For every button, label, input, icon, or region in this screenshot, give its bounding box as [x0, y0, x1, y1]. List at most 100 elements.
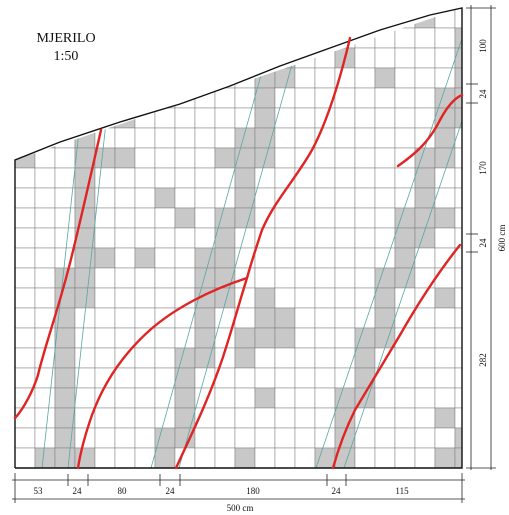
dim-bottom-6: 24	[332, 486, 342, 496]
floor-tile	[134, 8, 156, 29]
floor-tile	[234, 167, 256, 189]
floor-tile	[194, 447, 216, 468]
floor-tile	[114, 387, 136, 409]
floor-tile	[254, 327, 276, 349]
floor-tile	[254, 127, 276, 149]
floor-tile	[314, 187, 336, 209]
floor-tile	[394, 47, 416, 69]
floor-tile	[414, 127, 436, 149]
floor-tile	[394, 127, 416, 149]
floor-tile	[334, 307, 356, 329]
floor-tile	[15, 8, 36, 29]
floor-tile	[314, 67, 336, 89]
floor-tile	[214, 407, 236, 429]
floor-tile	[234, 447, 256, 468]
floor-tile	[74, 467, 96, 468]
floor-tile	[134, 347, 156, 369]
floor-tile	[34, 87, 56, 109]
floor-tile	[374, 107, 396, 129]
floor-tile	[15, 407, 36, 429]
floor-tile	[434, 307, 456, 329]
floor-tile	[194, 427, 216, 449]
floor-tile	[74, 87, 96, 109]
floor-tile	[414, 387, 436, 409]
floor-tile	[294, 267, 316, 289]
crack-line-4	[396, 93, 464, 168]
floor-tile	[154, 8, 176, 29]
floor-tile	[294, 107, 316, 129]
floor-tile	[374, 387, 396, 409]
floor-tile	[234, 187, 256, 209]
floor-tile	[354, 427, 376, 449]
floor-tile	[334, 107, 356, 129]
floor-tile	[294, 327, 316, 349]
floor-tile	[254, 107, 276, 129]
floor-tile	[134, 327, 156, 349]
floor-tile	[454, 27, 462, 49]
floor-tile	[274, 27, 296, 49]
floor-tile	[154, 347, 176, 369]
floor-tile	[454, 327, 462, 349]
strip-edge-line	[178, 8, 309, 468]
dim-right-total: 600 cm	[497, 225, 507, 252]
floor-tile	[454, 267, 462, 289]
floor-tile	[154, 367, 176, 389]
floor-tile	[434, 227, 456, 249]
floor-tile	[374, 287, 396, 309]
floor-tile	[154, 247, 176, 269]
floor-tile	[214, 427, 236, 449]
floor-tile	[354, 147, 376, 169]
floor-tile	[15, 227, 36, 249]
floor-tile	[434, 287, 456, 309]
floor-tile	[94, 147, 116, 169]
dim-right-1: 100	[478, 39, 488, 53]
floor-tile	[214, 247, 236, 269]
floor-tile	[74, 267, 96, 289]
floor-tile	[114, 127, 136, 149]
floor-tile	[114, 247, 136, 269]
floor-tile	[214, 27, 236, 49]
floor-tile	[434, 427, 456, 449]
floor-tile	[154, 47, 176, 69]
floor-tile	[254, 367, 276, 389]
floor-tile	[254, 87, 276, 109]
floor-tile	[394, 467, 416, 468]
floor-tile	[174, 267, 196, 289]
floor-tile	[234, 8, 256, 29]
floor-tile	[334, 267, 356, 289]
floor-tile	[314, 387, 336, 409]
floor-tile	[15, 347, 36, 369]
floor-tile	[294, 187, 316, 209]
floor-tile	[194, 8, 216, 29]
floor-tile	[454, 407, 462, 429]
floor-tile	[214, 127, 236, 149]
floor-tile	[134, 107, 156, 129]
bottom-dimensions: 53 24 80 24 180 24 115 500 cm	[12, 473, 465, 513]
floor-tile	[354, 8, 376, 29]
floor-tile	[154, 427, 176, 449]
floor-tile	[414, 327, 436, 349]
floor-tile	[15, 287, 36, 309]
floor-tile	[354, 67, 376, 89]
floor-tile	[234, 327, 256, 349]
floor-tile	[174, 8, 196, 29]
floor-tile	[294, 227, 316, 249]
floor-tile	[174, 107, 196, 129]
floor-tile	[114, 207, 136, 229]
floor-tile	[34, 107, 56, 129]
floor-tile	[314, 467, 336, 468]
floor-tile	[454, 307, 462, 329]
plot-outline	[14, 7, 463, 469]
floor-tile	[34, 407, 56, 429]
floor-tile	[234, 407, 256, 429]
dim-bottom-2: 24	[73, 486, 83, 496]
floor-tile	[114, 87, 136, 109]
floor-tile	[194, 27, 216, 49]
floor-tile	[454, 467, 462, 468]
floor-tile	[174, 147, 196, 169]
floor-tile	[374, 167, 396, 189]
floor-tile	[15, 327, 36, 349]
floor-tile	[394, 427, 416, 449]
floor-tile	[154, 287, 176, 309]
floor-tile	[134, 267, 156, 289]
